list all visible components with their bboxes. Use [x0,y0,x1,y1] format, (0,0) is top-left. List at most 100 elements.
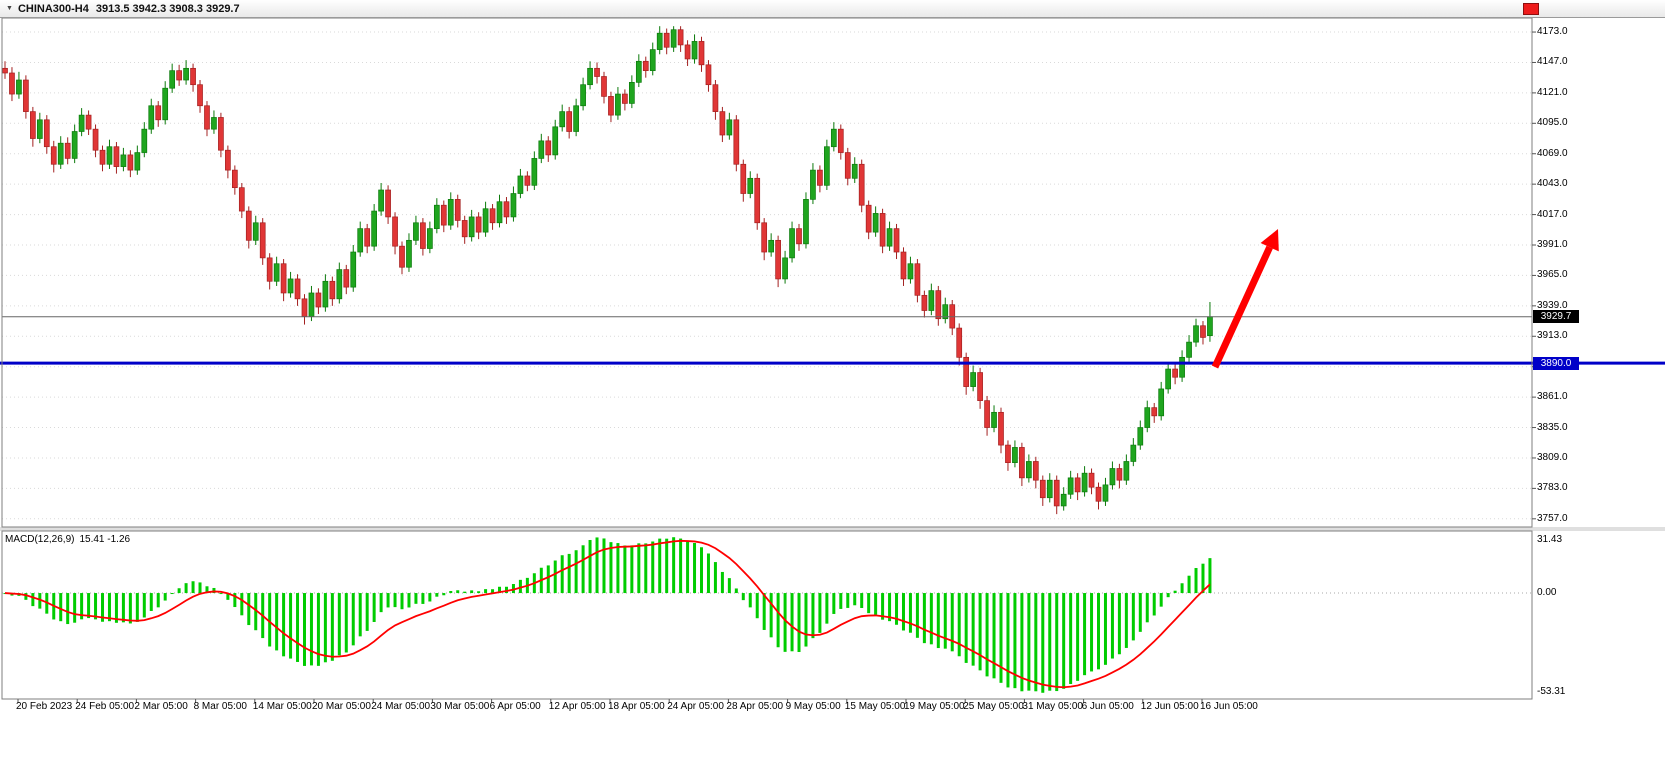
candle-body-down [796,228,802,245]
candle-body-down [245,210,252,241]
candle-body-up [531,158,538,186]
candle-body-down [858,163,865,206]
candle-body-up [628,82,635,104]
macd-histogram-bar [881,593,885,620]
macd-histogram-bar [825,593,829,624]
macd-histogram-bar [846,593,850,608]
macd-histogram-bar [1027,593,1031,691]
macd-histogram-bar [818,593,822,633]
macd-histogram-bar [1097,593,1101,670]
candle-body-down [545,140,552,156]
candle-body-down [294,278,301,300]
macd-histogram-bar [1055,593,1059,692]
macd-histogram-bar [1152,593,1156,616]
candle-body-down [385,189,391,218]
macd-histogram-bar [1076,593,1080,681]
candle-body-up [928,290,935,311]
macd-histogram-bar [588,539,592,594]
macd-histogram-bar [895,593,899,625]
macd-histogram-bar [386,593,390,608]
chart-title-bar: ▼ CHINA300-H4 3913.5 3942.3 3908.3 3929.… [0,0,1665,18]
macd-histogram-bar [38,593,42,609]
macd-histogram-bar [1103,593,1107,665]
candle-body-up [510,193,517,218]
candle-body-down [343,269,350,288]
candle-body-up [106,146,113,165]
macd-histogram-bar [1034,593,1038,692]
candle-body-up [1081,472,1088,493]
trend-arrow-shaft[interactable] [1211,245,1273,369]
candle-body-down [43,119,50,148]
candle-body-down [1095,486,1102,502]
candle-body-down [684,44,691,60]
macd-histogram-bar [24,593,28,600]
macd-histogram-bar [950,593,954,652]
hline-price-badge: 3890.0 [1533,356,1579,370]
candle-body-up [406,239,412,268]
candle-body-down [594,67,600,77]
macd-histogram-bar [713,562,717,594]
candle-body-down [608,96,614,116]
macd-histogram-bar [595,537,599,594]
candle-body-up [16,79,22,95]
candle-body-down [935,290,942,320]
candle-body-down [99,149,106,165]
candle-body-down [92,128,99,151]
candle-body-down [218,117,224,151]
candle-body-up [635,60,642,83]
candle-body-up [726,119,733,136]
candle-body-down [204,105,210,130]
ohlc-values: 3913.5 3942.3 3908.3 3929.7 [95,2,240,15]
candle-body-down [238,187,245,212]
macd-histogram-bar [978,593,982,671]
macd-histogram-bar [1062,593,1066,689]
macd-histogram-bar [616,543,620,594]
candle-body-up [670,29,677,48]
macd-histogram-bar [435,593,439,597]
red-square-button[interactable] [1523,3,1539,15]
candle-body-up [782,257,788,280]
macd-histogram-bar [73,593,77,623]
candle-body-down [315,292,322,308]
macd-histogram-bar [156,593,160,608]
macd-histogram-bar [226,593,230,600]
macd-histogram-bar [101,593,105,622]
candle-body-up [517,175,524,194]
macd-histogram-bar [344,593,348,653]
macd-histogram-bar [665,538,669,594]
candle-body-down [392,216,398,247]
candle-body-down [231,169,238,189]
macd-histogram-bar [323,593,327,663]
candle-body-up [162,87,169,121]
macd-histogram-bar [1173,590,1177,594]
macd-histogram-bar [379,593,383,613]
macd-histogram-bar [31,593,35,607]
candle-body-up [357,228,364,253]
symbol-dropdown-icon[interactable]: ▼ [6,5,13,12]
candle-body-up [350,251,357,288]
macd-histogram-bar [790,593,794,652]
candle-body-down [1088,472,1095,488]
candle-body-down [420,222,426,249]
macd-histogram-bar [999,593,1003,683]
macd-histogram-bar [198,582,202,594]
macd-histogram-bar [184,583,188,594]
macd-name: MACD(12,26,9) [5,534,75,545]
candle-body-up [273,263,280,282]
macd-histogram-bar [769,593,773,638]
macd-histogram-bar [233,593,237,608]
candle-body-up [252,222,259,241]
candle-body-down [9,72,15,95]
candle-body-down [601,76,607,97]
macd-histogram-bar [114,593,118,623]
macd-histogram-bar [142,593,146,618]
macd-histogram-bar [491,589,495,594]
trend-arrow-head[interactable] [1260,229,1279,252]
candle-body-up [36,119,43,139]
candle-body-down [1039,479,1046,499]
candle-body-up [78,114,85,132]
macd-histogram-bar [1131,593,1135,641]
macd-histogram-bar [1145,593,1149,623]
macd-histogram-bar [644,543,648,594]
